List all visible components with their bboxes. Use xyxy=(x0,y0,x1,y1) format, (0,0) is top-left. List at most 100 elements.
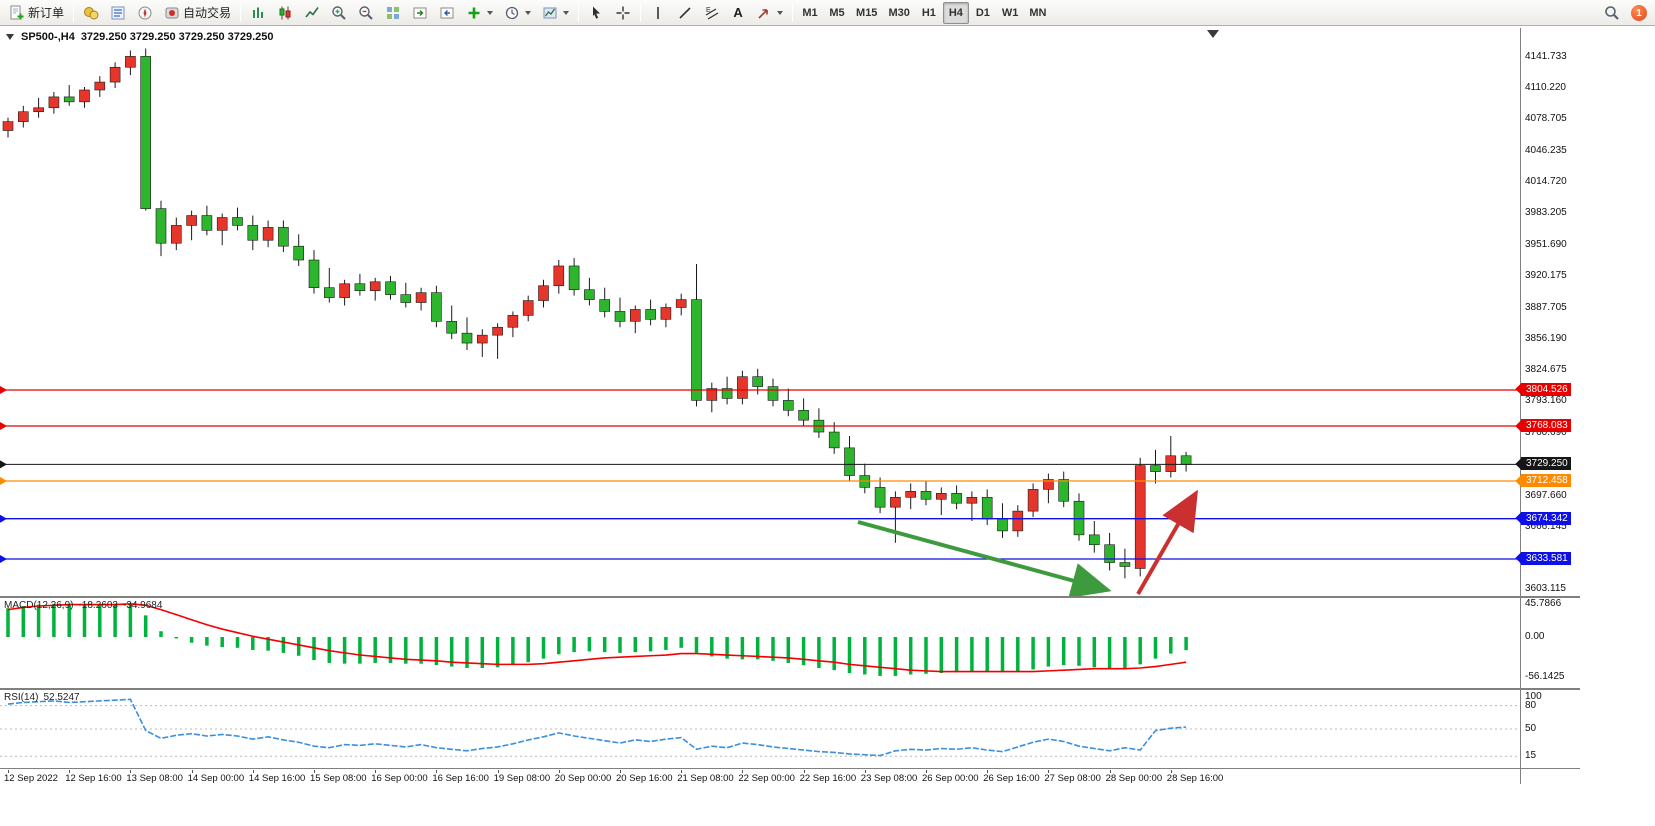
zoom-out-button[interactable] xyxy=(353,2,379,24)
candle xyxy=(752,376,764,387)
zoom-in-button[interactable] xyxy=(326,2,352,24)
templates-button[interactable] xyxy=(537,2,574,24)
time-axis-tick xyxy=(375,770,377,773)
candle xyxy=(2,121,14,131)
time-axis-label: 28 Sep 00:00 xyxy=(1105,773,1163,784)
time-axis-label: 26 Sep 00:00 xyxy=(922,773,979,784)
panel-splitter[interactable] xyxy=(0,688,1580,690)
indicators-button[interactable] xyxy=(461,2,498,24)
downtrend-arrow[interactable] xyxy=(857,520,1112,596)
chevron-down-icon xyxy=(563,10,570,15)
timeframe-button-m1[interactable]: M1 xyxy=(802,6,818,19)
timeframe-button-h1[interactable]: H1 xyxy=(921,6,936,19)
time-axis[interactable]: 12 Sep 2022 12 Sep 16:00 13 Sep 08:00 14 Se… xyxy=(0,770,1580,786)
macd-panel[interactable] xyxy=(0,598,1520,688)
tile-windows-button[interactable] xyxy=(380,2,406,24)
timeframe-button-m5[interactable]: M5 xyxy=(829,6,845,19)
zoom-in-icon xyxy=(332,5,346,20)
timeframe-button-w1[interactable]: W1 xyxy=(1001,6,1019,19)
chart-shift-marker[interactable] xyxy=(1207,30,1219,38)
equidistant-channel-tool-button[interactable]: E xyxy=(699,2,725,24)
macd-scale-label: 45.7866 xyxy=(1525,598,1562,609)
time-axis-label: 12 Sep 2022 xyxy=(4,773,58,784)
candle xyxy=(997,518,1008,532)
search-button[interactable] xyxy=(1599,2,1625,24)
candle xyxy=(1180,455,1192,465)
data-window-button[interactable] xyxy=(105,2,131,24)
candle xyxy=(553,265,565,287)
price-scale-label: 3793.160 xyxy=(1525,395,1567,407)
candle xyxy=(584,289,595,300)
new-order-icon xyxy=(10,5,24,19)
bar-chart-button[interactable] xyxy=(245,2,271,24)
candlestick-chart-button[interactable] xyxy=(272,2,298,24)
rsi-panel[interactable] xyxy=(0,690,1520,768)
candle xyxy=(629,309,641,322)
candle xyxy=(354,283,366,291)
crosshair-tool-button[interactable] xyxy=(610,2,636,24)
candle xyxy=(599,299,611,312)
candle xyxy=(706,388,718,401)
one-click-trading-toggle[interactable] xyxy=(4,33,15,42)
price-scale-label: 3920.175 xyxy=(1525,269,1567,281)
candle xyxy=(935,493,947,500)
vertical-line-tool-button[interactable] xyxy=(645,2,671,24)
price-axis[interactable]: 4141.733 4110.220 4078.705 4046.235 4014.720… xyxy=(1520,0,1655,826)
indicators-icon xyxy=(468,7,480,18)
timeframe-button-h4[interactable]: H4 xyxy=(942,1,969,24)
candle xyxy=(415,292,427,303)
toolbar-separator xyxy=(578,3,580,22)
macd-indicator-label: MACD(12,26,9) -18.2603 -34.9684 xyxy=(4,600,162,611)
periods-button[interactable] xyxy=(499,2,536,24)
timeframe-button-d1[interactable]: D1 xyxy=(975,6,990,19)
time-axis-tick xyxy=(803,770,805,773)
equidistant-channel-icon: E xyxy=(705,7,719,20)
cursor-icon xyxy=(593,6,601,19)
candle xyxy=(125,56,136,68)
panel-splitter[interactable] xyxy=(0,596,1580,598)
timeframe-button-m30[interactable]: M30 xyxy=(888,6,910,19)
new-order-button[interactable]: 新订单 xyxy=(4,2,69,24)
candlestick-chart-icon xyxy=(279,6,291,19)
cursor-tool-button[interactable] xyxy=(583,2,609,24)
hline-left-marker xyxy=(0,477,7,486)
line-chart-button[interactable] xyxy=(299,2,325,24)
market-watch-button[interactable] xyxy=(78,2,104,24)
candle xyxy=(507,315,519,328)
candle xyxy=(216,217,228,231)
price-scale-label: 3603.115 xyxy=(1525,583,1566,595)
candle xyxy=(48,96,60,109)
text-tool-label: A xyxy=(733,5,743,20)
auto-trading-button[interactable]: 自动交易 xyxy=(159,2,236,24)
candle xyxy=(140,56,151,209)
time-axis-tick xyxy=(436,770,438,773)
search-icon xyxy=(1605,6,1619,20)
timeframe-button-mn[interactable]: MN xyxy=(1029,6,1047,19)
trendline-tool-button[interactable] xyxy=(672,2,698,24)
timeframe-button-m15[interactable]: M15 xyxy=(856,6,878,19)
price-scale-label: 4078.705 xyxy=(1525,112,1567,124)
main-chart-canvas[interactable] xyxy=(0,28,1520,596)
data-window-icon xyxy=(111,6,125,19)
auto-scroll-button[interactable] xyxy=(407,2,433,24)
chart-ohlc-info: SP500-,H4 3729.250 3729.250 3729.250 372… xyxy=(4,31,274,43)
notification-badge[interactable]: 1 xyxy=(1631,5,1647,21)
price-scale-label: 3951.690 xyxy=(1525,238,1567,250)
text-tool-button[interactable]: A xyxy=(726,2,750,24)
navigator-button[interactable] xyxy=(132,2,158,24)
time-axis-tick xyxy=(864,770,866,773)
price-axis-border xyxy=(1520,28,1521,784)
time-axis-label: 20 Sep 16:00 xyxy=(616,773,673,784)
chart-shift-button[interactable] xyxy=(434,2,460,24)
arrows-tool-button[interactable] xyxy=(751,2,788,24)
candle xyxy=(737,376,748,399)
candle xyxy=(492,326,503,336)
candle xyxy=(905,491,917,498)
macd-signal-value: -34.9684 xyxy=(122,600,163,611)
reversal-arrow[interactable] xyxy=(1136,489,1198,595)
chevron-down-icon xyxy=(5,34,14,40)
candle xyxy=(1089,534,1100,546)
time-axis-label: 14 Sep 16:00 xyxy=(248,773,306,784)
candle xyxy=(278,227,289,247)
toolbar-separator xyxy=(240,3,242,22)
